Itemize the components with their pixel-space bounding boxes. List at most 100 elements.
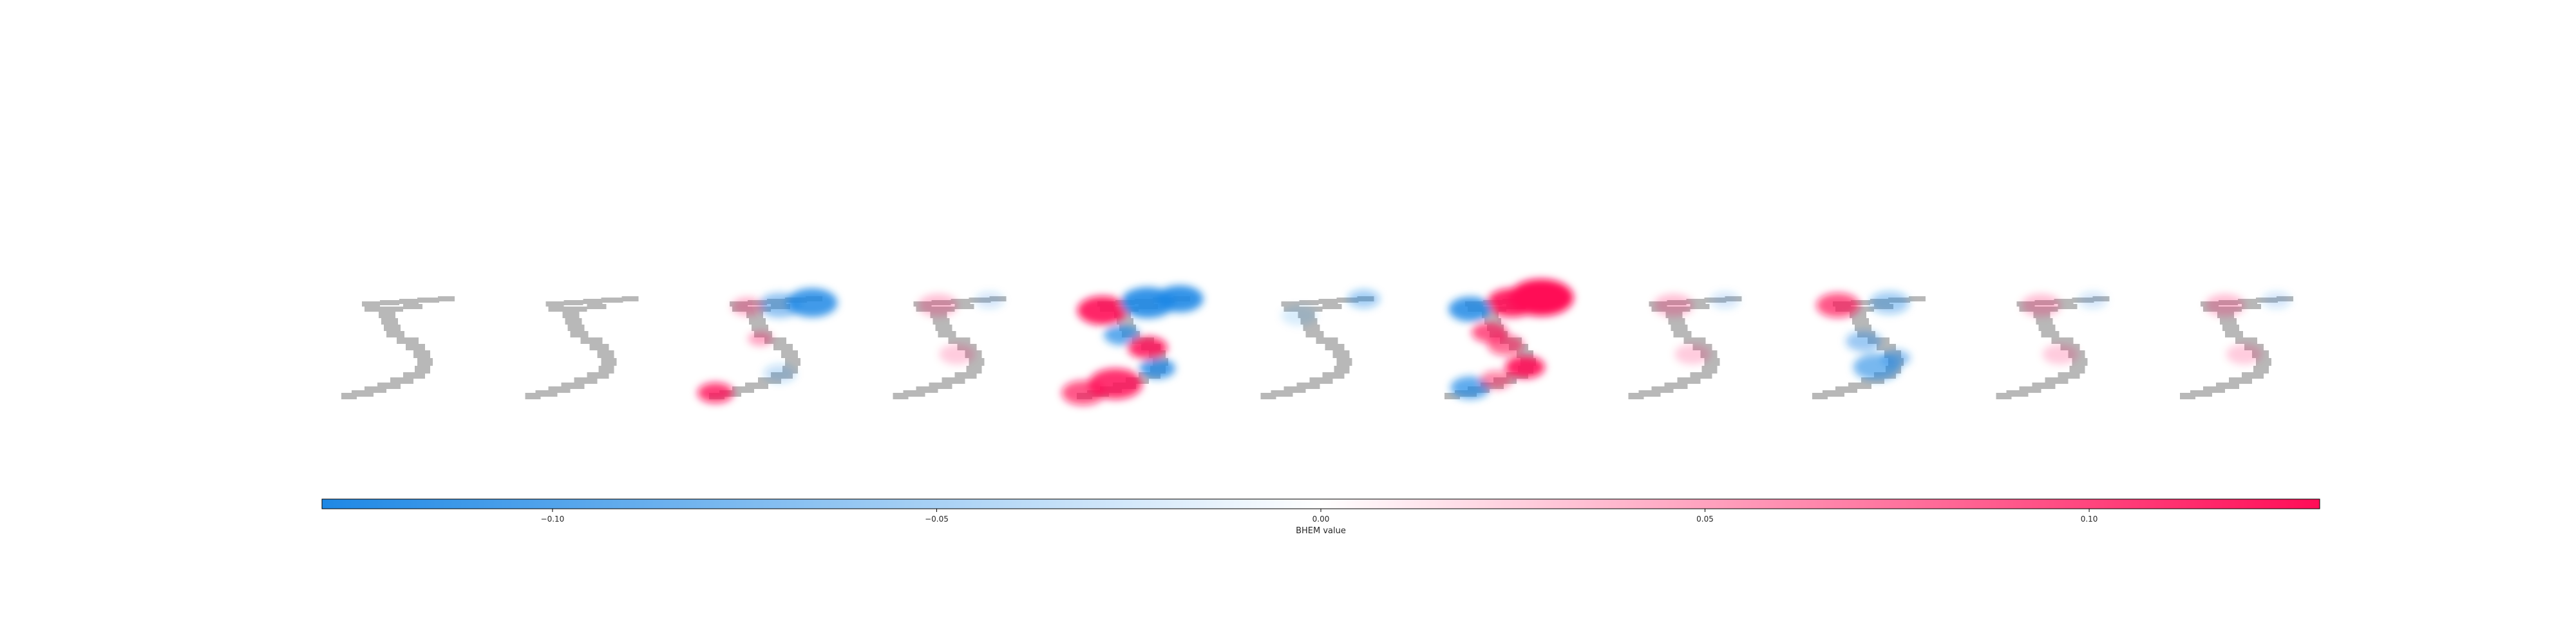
digit-pixel bbox=[933, 318, 950, 325]
digit-pixel bbox=[1996, 393, 2012, 399]
digit-pixel bbox=[935, 325, 952, 331]
digit-pixel bbox=[365, 307, 403, 312]
digit-pixel bbox=[598, 366, 614, 374]
digit-pixel bbox=[570, 331, 589, 337]
digit-pixel bbox=[1484, 318, 1501, 325]
colorbar-tick-label: 0.05 bbox=[1696, 515, 1714, 524]
digit-pixel bbox=[2019, 386, 2041, 393]
attribution-blob bbox=[1870, 291, 1909, 314]
digit-pixel bbox=[942, 377, 965, 384]
digit-pixel bbox=[2058, 372, 2080, 379]
attribution-blob bbox=[939, 344, 976, 365]
digit-panel bbox=[893, 292, 1007, 399]
digit-pixel bbox=[562, 312, 580, 318]
digit-pixel bbox=[2045, 377, 2069, 384]
digit-pixel bbox=[969, 358, 985, 366]
digit-pixel bbox=[587, 372, 609, 379]
attribution-blob bbox=[1479, 370, 1513, 390]
digit-pixel bbox=[1336, 358, 1352, 366]
digit-pixel bbox=[2220, 318, 2237, 325]
attribution-blob bbox=[2021, 294, 2061, 317]
digit-pixel bbox=[1664, 383, 1688, 389]
digit-pixel bbox=[1482, 312, 1499, 318]
attribution-blob bbox=[2205, 294, 2245, 317]
colorbar: −0.10 −0.05 0.00 0.05 0.10 BHEM value bbox=[321, 498, 2320, 536]
digit-pixel bbox=[746, 312, 763, 318]
digit-panel bbox=[1444, 279, 1574, 399]
attribution-blob bbox=[1104, 325, 1140, 345]
colorbar-label: BHEM value bbox=[1296, 526, 1346, 536]
attribution-blob bbox=[748, 331, 773, 346]
digit-pixel bbox=[938, 331, 956, 337]
colorbar-tick-label: −0.05 bbox=[925, 515, 949, 524]
digit-pixel bbox=[587, 304, 607, 309]
digit-pixel bbox=[745, 383, 768, 389]
digit-pixel bbox=[403, 372, 425, 379]
colorbar-tick-label: −0.10 bbox=[541, 515, 565, 524]
digit-pixel bbox=[1877, 344, 1896, 350]
digit-pixel bbox=[1690, 372, 1712, 379]
attribution-blob bbox=[1674, 344, 1711, 365]
digit-pixel bbox=[399, 299, 419, 304]
attribution-blob bbox=[1450, 376, 1490, 399]
digit-pixel bbox=[1851, 300, 1870, 305]
digit-pixel bbox=[1690, 304, 1710, 309]
attribution-blob bbox=[763, 364, 797, 383]
digit-pixel bbox=[565, 318, 582, 325]
attribution-overlay bbox=[1448, 279, 1574, 399]
attribution-blob bbox=[1077, 296, 1128, 325]
digit-pixel bbox=[954, 372, 977, 379]
attribution-blob bbox=[1281, 305, 1318, 326]
digit-panel bbox=[2180, 292, 2293, 399]
attribution-blob bbox=[1448, 296, 1492, 322]
attribution-blob bbox=[758, 292, 802, 318]
digit-pixel bbox=[1683, 337, 1706, 344]
digit-pixel bbox=[2036, 318, 2053, 325]
digit-panel bbox=[1812, 291, 1926, 399]
colorbar-ticks: −0.10 −0.05 0.00 0.05 0.10 bbox=[541, 509, 2098, 524]
digit-pixel bbox=[2203, 386, 2225, 393]
digit-pixel bbox=[2238, 299, 2257, 304]
attribution-blob bbox=[1846, 331, 1882, 352]
digit-pixel bbox=[1283, 386, 1306, 393]
digit-panel bbox=[1260, 289, 1380, 399]
digit-pixel bbox=[2072, 358, 2088, 366]
digit-pixel bbox=[379, 312, 395, 318]
digit-pixel bbox=[2216, 383, 2239, 389]
attribution-overlay bbox=[697, 288, 838, 403]
attribution-blob bbox=[918, 294, 958, 317]
digit-pixel bbox=[2041, 331, 2060, 337]
digit-pixel bbox=[2229, 377, 2252, 384]
digit-pixel bbox=[2032, 383, 2056, 389]
digit-pixel bbox=[893, 393, 909, 399]
attribution-blob bbox=[1816, 292, 1860, 318]
digit-pixel bbox=[749, 318, 766, 325]
digit-pixel bbox=[380, 300, 399, 305]
digit-pixel bbox=[1316, 337, 1338, 344]
digit-pixel bbox=[2225, 331, 2243, 337]
attribution-overlay bbox=[1653, 292, 1739, 365]
colorbar-tick-label: 0.00 bbox=[1312, 515, 1330, 524]
digit-pixel bbox=[1309, 377, 1333, 384]
digit-pixel bbox=[2222, 325, 2239, 331]
digit-pixel bbox=[362, 301, 380, 307]
digit-pixel bbox=[1823, 390, 1844, 397]
digit-pixel bbox=[781, 350, 798, 358]
digit-pixel bbox=[903, 390, 925, 397]
digit-pixel bbox=[535, 390, 558, 397]
digit-pixel bbox=[954, 304, 974, 309]
attribution-blob bbox=[1710, 292, 1739, 308]
digit-pixel bbox=[2051, 337, 2074, 344]
digit-pixel bbox=[785, 358, 800, 366]
digit-pixel bbox=[1638, 390, 1661, 397]
digit-pixel bbox=[601, 358, 617, 366]
digit-pixel bbox=[1322, 372, 1345, 379]
digit-pixel bbox=[589, 344, 609, 350]
digit-pixel bbox=[1281, 301, 1300, 307]
attribution-blob bbox=[697, 383, 734, 403]
attribution-blob bbox=[2042, 344, 2079, 365]
digit-pixel bbox=[397, 337, 419, 344]
digit-pixel bbox=[1303, 325, 1320, 331]
attribution-blob bbox=[1128, 336, 1168, 359]
digit-pixel bbox=[1651, 386, 1674, 393]
